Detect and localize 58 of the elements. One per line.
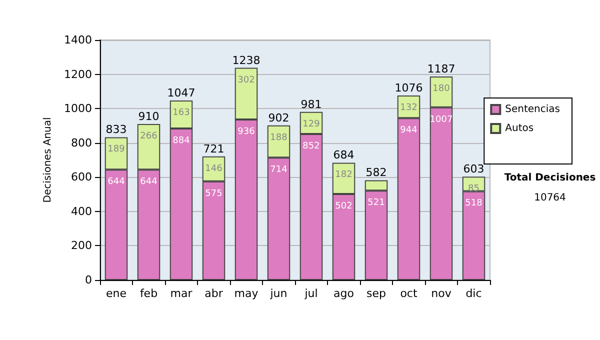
text: Total Decisiones — [504, 172, 596, 184]
x-tick-label: jul — [304, 287, 318, 300]
x-tick-label: sep — [366, 287, 386, 300]
total-label: 684 — [333, 148, 354, 162]
y-tick-label: 1400 — [64, 34, 92, 46]
total-label: 1076 — [394, 82, 423, 95]
y-tick-label: 400 — [71, 204, 92, 218]
legend-label: Sentencias — [505, 104, 560, 115]
data-label: 936 — [238, 127, 256, 138]
legend-label: Autos — [505, 123, 534, 134]
data-label: 852 — [302, 141, 320, 152]
x-tick-label: may — [234, 287, 259, 300]
y-tick-label: 1000 — [64, 102, 92, 116]
total-label: 582 — [366, 166, 387, 180]
data-label: 132 — [400, 103, 418, 114]
x-tick-label: ago — [334, 287, 354, 300]
data-label: 714 — [270, 165, 288, 176]
y-tick-label: 0 — [85, 274, 92, 286]
text: 10764 — [534, 192, 566, 204]
data-label: 644 — [140, 177, 158, 188]
x-tick-label: nov — [431, 287, 452, 300]
total-label: 1047 — [167, 86, 196, 100]
x-tick-label: mar — [170, 287, 193, 300]
data-label: 944 — [400, 126, 418, 136]
x-tick-label: dic — [466, 287, 482, 300]
data-label: 189 — [108, 144, 126, 155]
x-tick-label: abr — [204, 287, 224, 300]
total-label: 603 — [463, 162, 484, 176]
y-tick-label: 200 — [71, 239, 92, 252]
y-tick-label: 800 — [71, 136, 92, 150]
total-label: 1238 — [232, 54, 260, 67]
data-label: 575 — [205, 188, 222, 199]
data-label: 182 — [335, 170, 352, 180]
y-axis-title: Decisiones Anual — [42, 117, 54, 203]
total-label: 910 — [138, 110, 160, 123]
total-label: 833 — [106, 123, 127, 136]
data-label: 266 — [140, 132, 158, 142]
y-tick-label: 600 — [71, 170, 92, 184]
data-label: 502 — [335, 201, 352, 212]
data-label: 518 — [465, 198, 483, 209]
total-label: 902 — [268, 111, 290, 124]
data-label: 884 — [172, 136, 190, 146]
data-label: 521 — [368, 198, 385, 208]
data-label: 644 — [108, 177, 126, 188]
data-label: 129 — [302, 119, 320, 130]
total-label: 1187 — [427, 62, 456, 76]
data-label: 188 — [270, 132, 288, 143]
x-tick-label: feb — [140, 287, 158, 300]
total-label: 721 — [203, 142, 224, 156]
data-label: 180 — [432, 84, 450, 94]
data-label: 302 — [238, 75, 255, 86]
data-label: 146 — [205, 164, 223, 174]
data-label: 163 — [172, 108, 190, 118]
x-tick-label: ene — [106, 287, 127, 300]
x-tick-label: oct — [400, 287, 418, 300]
x-tick-label: jun — [269, 287, 288, 300]
total-label: 981 — [300, 98, 322, 111]
y-tick-label: 1200 — [64, 68, 92, 81]
